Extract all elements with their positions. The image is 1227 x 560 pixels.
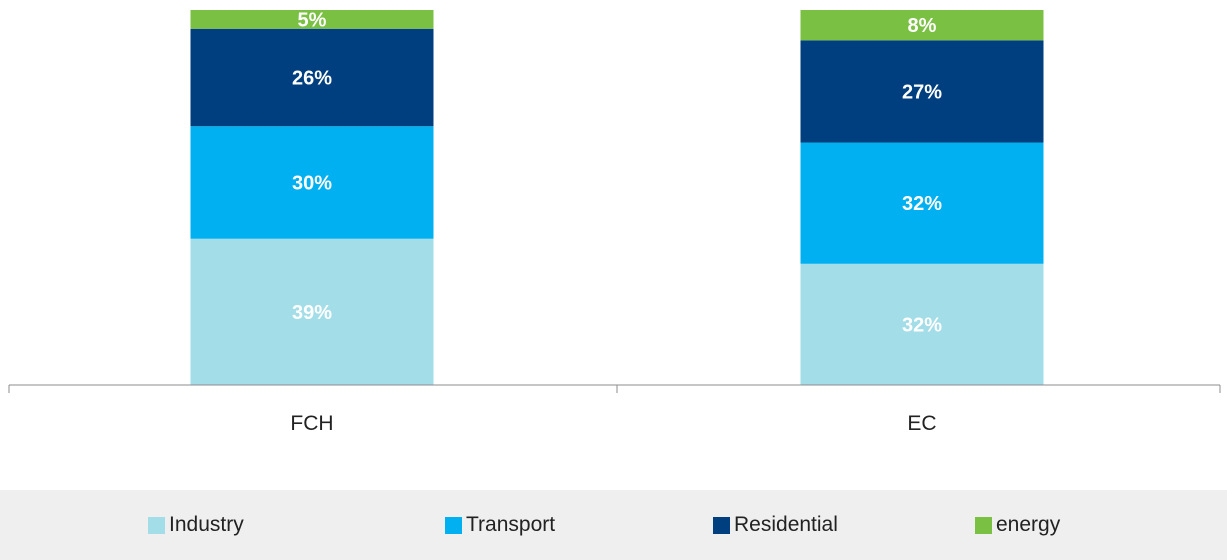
legend-swatch	[975, 516, 992, 534]
legend: Industry Transport Residential energy	[0, 490, 1227, 560]
data-label-fch-residential: 26%	[292, 68, 332, 90]
data-label-ec-industry: 32%	[902, 314, 942, 336]
data-label-ec-residential: 27%	[902, 81, 942, 103]
bar-segment-fch-industry	[190, 238, 434, 385]
data-label-ec-energy: 8%	[908, 15, 937, 37]
legend-item-residential: Residential	[713, 490, 838, 560]
data-label-fch-transport: 30%	[292, 173, 332, 195]
data-label-ec-transport: 32%	[902, 193, 942, 215]
legend-swatch	[713, 516, 730, 534]
bar-segment-ec-industry	[800, 263, 1044, 385]
legend-item-industry: Industry	[148, 490, 244, 560]
bar-segment-ec-energy	[800, 10, 1044, 41]
legend-label: Transport	[466, 513, 556, 536]
legend-item-transport: Transport	[445, 490, 555, 560]
legend-label: Residential	[734, 513, 838, 536]
stacked-bar-chart: 39% 30% 26% 5% FCH 32% 32% 27% 8% EC	[8, 9, 1221, 435]
legend-label: Industry	[169, 513, 244, 536]
legend-label: energy	[996, 513, 1061, 536]
x-tick-label-ec: EC	[907, 412, 936, 435]
bar-segment-ec-residential	[800, 40, 1044, 143]
data-label-fch-industry: 39%	[292, 302, 332, 324]
x-tick-label-fch: FCH	[290, 412, 333, 435]
data-label-fch-energy: 5%	[298, 9, 327, 31]
legend-swatch	[445, 516, 462, 534]
bar-segment-fch-transport	[190, 126, 434, 239]
legend-item-energy: energy	[975, 490, 1060, 560]
bar-segment-fch-residential	[190, 28, 434, 127]
bar-segment-ec-transport	[800, 142, 1044, 264]
legend-swatch	[148, 516, 165, 534]
bar-segment-fch-energy	[190, 10, 434, 29]
